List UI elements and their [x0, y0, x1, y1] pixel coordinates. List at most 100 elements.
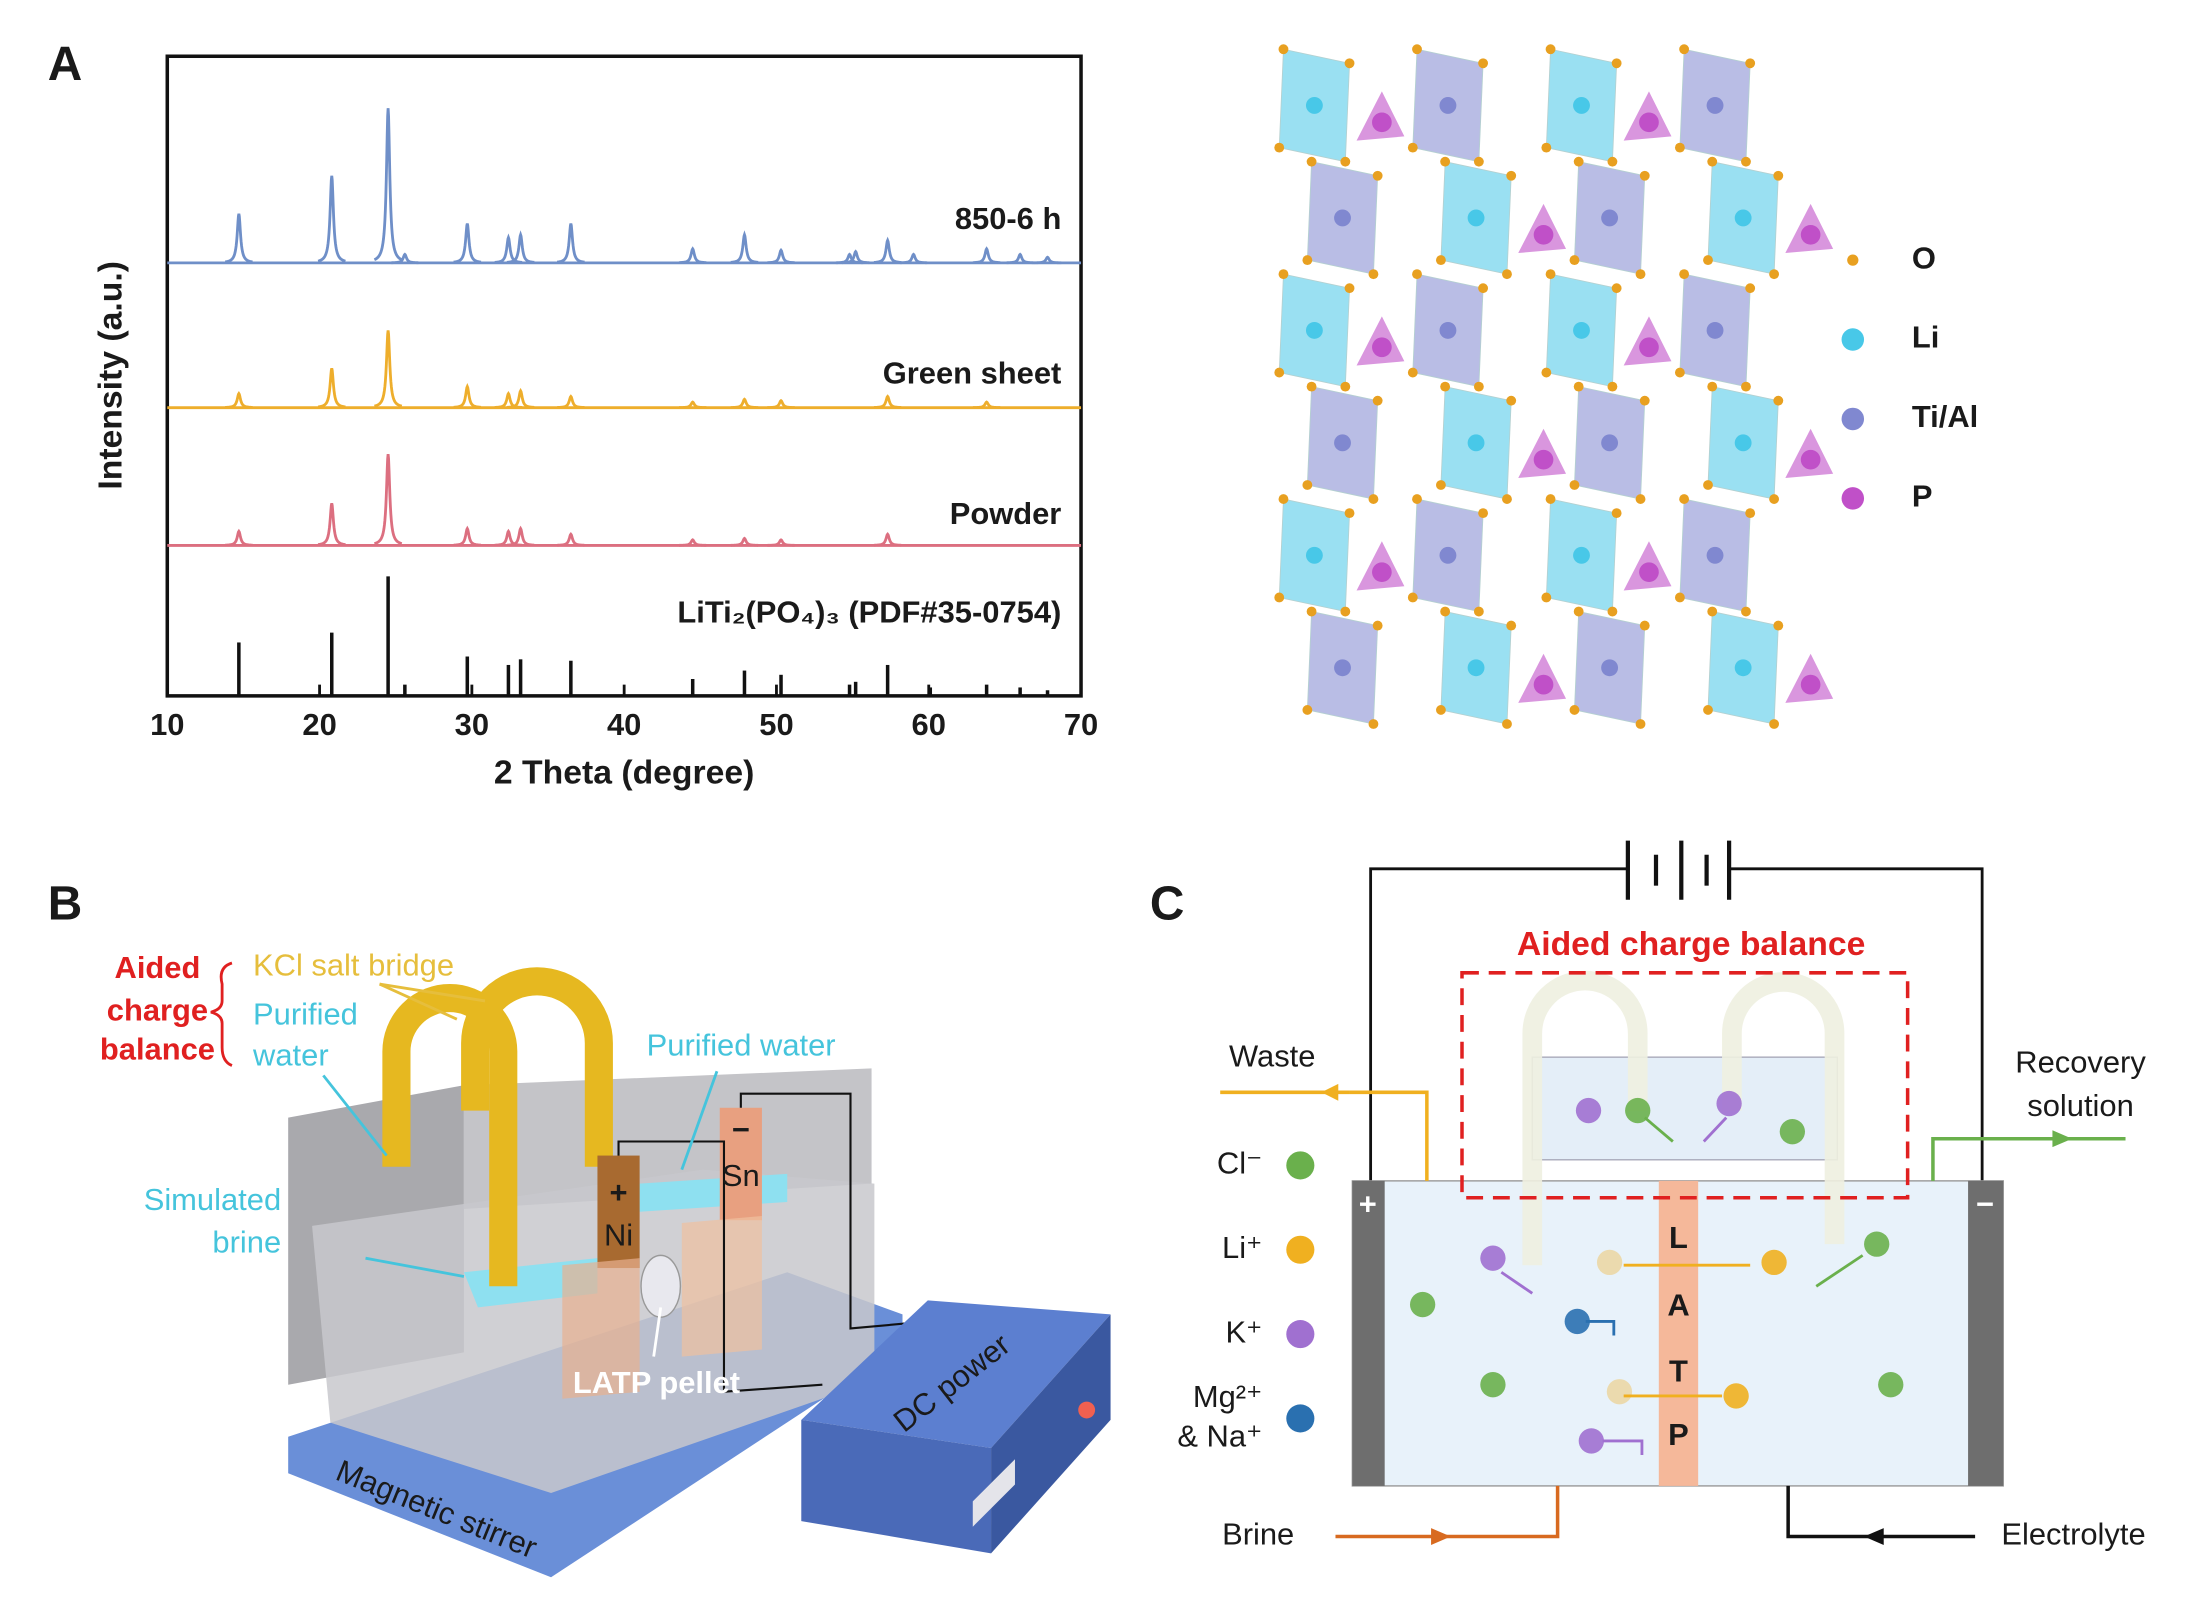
atom: [1741, 156, 1751, 167]
atom: [1274, 367, 1285, 378]
legend-label: P: [1912, 479, 1933, 514]
atom: [1611, 283, 1622, 294]
series-label: Green sheet: [883, 356, 1062, 391]
legend-marker: [1841, 487, 1865, 510]
atom: [1573, 97, 1590, 114]
atom: [1407, 367, 1418, 378]
legend-label: O: [1912, 240, 1936, 275]
recovery-flow: [1931, 1136, 2126, 1181]
atom: [1541, 367, 1552, 378]
atom: [1773, 395, 1784, 406]
legend-label: Li: [1912, 320, 1939, 355]
panel-label: C: [1150, 877, 1185, 930]
label: Electrolyte: [2001, 1517, 2145, 1552]
series-label: 850-6 h: [955, 201, 1062, 236]
atom: [1473, 156, 1484, 167]
ion: [1723, 1383, 1749, 1409]
label: Sn: [722, 1158, 760, 1193]
ion: [1606, 1379, 1633, 1405]
atom: [1372, 620, 1383, 631]
ion-label: & Na⁺: [1177, 1418, 1262, 1453]
flux-arrow: [1815, 1254, 1864, 1288]
power-front: [801, 1419, 992, 1554]
pointer: [365, 1256, 465, 1278]
atom: [1769, 269, 1780, 280]
atom: [1679, 494, 1690, 504]
peak: [557, 394, 585, 409]
ion: [1596, 1249, 1623, 1276]
atom: [1773, 170, 1784, 181]
pointer: [379, 982, 486, 1003]
atom: [1344, 508, 1355, 519]
atom: [1274, 142, 1285, 153]
cell-schematic: [1220, 840, 2126, 1545]
atom: [1502, 494, 1512, 504]
atom: [1533, 674, 1554, 695]
ion: [1480, 1372, 1506, 1398]
atom: [1372, 112, 1392, 133]
peak: [556, 223, 585, 264]
atom: [1741, 381, 1751, 392]
atom: [1601, 434, 1619, 452]
arrow-head: [1321, 1083, 1339, 1101]
peak: [730, 397, 759, 409]
peak: [841, 249, 870, 265]
atom: [1607, 606, 1618, 617]
peak: [506, 387, 535, 409]
xrd-chart: 2 Theta (degree) Intensity (a.u.) 10 20 30…: [91, 54, 1098, 792]
legend-marker: [1847, 254, 1859, 266]
peak: [678, 246, 707, 265]
atom: [1601, 659, 1619, 677]
atom: [1278, 44, 1289, 55]
label: −: [732, 1112, 750, 1147]
label: brine: [212, 1224, 281, 1259]
electrolyte-flow: [1786, 1485, 1976, 1539]
atom: [1773, 620, 1784, 631]
peak: [453, 525, 482, 547]
atom: [1305, 546, 1323, 564]
panel-label: A: [48, 38, 83, 91]
atom: [1440, 381, 1451, 392]
legend-marker: [1841, 328, 1865, 351]
tank-back: [463, 1068, 872, 1209]
peak: [453, 383, 482, 409]
label: L: [1669, 1220, 1688, 1255]
atom: [1439, 97, 1457, 114]
ni-electrode: [597, 1155, 640, 1269]
peak: [678, 538, 707, 547]
atom: [1745, 58, 1756, 69]
brine-flow: [1335, 1485, 1560, 1539]
flux-arrow: [1643, 1116, 1674, 1143]
label: water: [252, 1037, 329, 1072]
brace: [210, 961, 233, 1067]
atom: [1467, 434, 1485, 452]
atom: [1607, 156, 1618, 167]
atom: [1340, 381, 1351, 392]
label: +: [610, 1175, 628, 1210]
peak: [1033, 255, 1062, 265]
atom: [1734, 434, 1752, 452]
label: Brine: [1222, 1517, 1294, 1552]
atom: [1674, 367, 1685, 378]
peak: [317, 175, 346, 263]
label: T: [1669, 1354, 1688, 1389]
atom: [1573, 156, 1584, 167]
ion: [1480, 1245, 1506, 1271]
peak: [391, 252, 419, 265]
peak: [873, 531, 902, 547]
atom: [1412, 269, 1422, 280]
ion-marker: [1286, 1404, 1315, 1433]
atom: [1306, 606, 1317, 617]
atom: [1305, 97, 1323, 114]
salt-bridge: [382, 984, 518, 1287]
power-button: [972, 1459, 1015, 1527]
x-tick-label: 50: [759, 707, 793, 742]
atom: [1506, 170, 1517, 181]
atom: [1533, 449, 1554, 470]
atom: [1635, 494, 1646, 504]
ion: [1878, 1372, 1904, 1398]
atom: [1467, 209, 1485, 227]
atom: [1611, 58, 1622, 69]
ion: [1409, 1291, 1436, 1318]
